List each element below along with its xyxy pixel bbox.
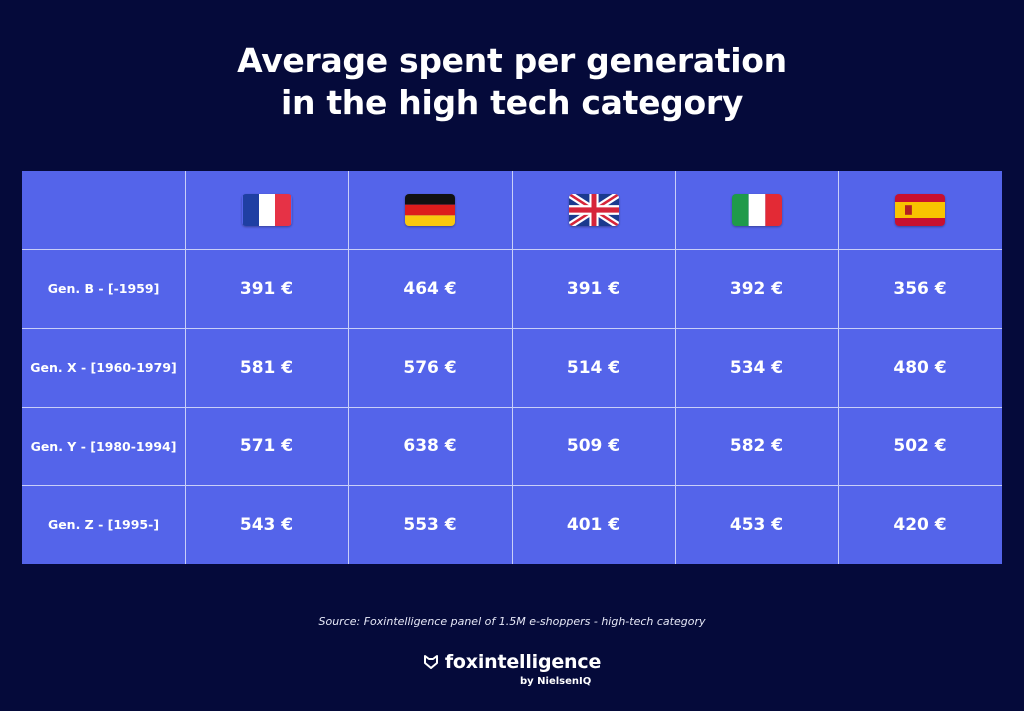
column-header-italy <box>675 171 838 249</box>
table-row-divider <box>22 249 1002 250</box>
value-gen-y-france: 571 € <box>239 436 294 456</box>
title-line-2: in the high tech category <box>280 83 744 122</box>
table-column-divider <box>838 171 839 564</box>
spending-table: Gen. B - [-1959] 391 € 464 € 391 € 392 €… <box>22 171 1002 564</box>
table-column-divider <box>348 171 349 564</box>
title-line-1: Average spent per generation <box>237 41 787 80</box>
page-title: Average spent per generation in the high… <box>0 40 1024 124</box>
value-gen-z-italy: 453 € <box>729 514 784 535</box>
column-header-spain <box>838 171 1002 249</box>
value-gen-b-spain: 356 € <box>893 278 947 299</box>
source-note: Source: Foxintelligence panel of 1.5M e-… <box>318 615 706 628</box>
value-gen-x-germany: 576 € <box>403 357 457 378</box>
column-header-germany <box>348 171 512 249</box>
germany-flag-icon <box>405 194 455 226</box>
row-label-gen-z: Gen. Z - [1995-] <box>47 517 160 532</box>
column-header-france <box>185 171 348 249</box>
value-gen-z-france: 543 € <box>239 514 294 535</box>
brand-name: foxintelligence <box>444 651 602 673</box>
brand-subtitle: by NielsenIQ <box>520 676 592 687</box>
value-gen-b-germany: 464 € <box>403 278 457 299</box>
row-label-gen-y: Gen. Y - [1980-1994] <box>30 438 177 454</box>
value-gen-z-germany: 553 € <box>403 514 457 535</box>
table-row-divider <box>22 485 1002 486</box>
row-label-gen-x: Gen. X - [1960-1979] <box>30 360 177 375</box>
value-gen-b-italy: 392 € <box>729 278 784 299</box>
italy-flag-icon <box>731 194 782 226</box>
value-gen-y-uk: 509 € <box>566 436 621 456</box>
table-row-divider <box>22 407 1002 408</box>
fox-logo-icon <box>423 655 438 669</box>
table-column-divider <box>185 171 186 564</box>
table-row-divider <box>22 328 1002 329</box>
value-gen-x-uk: 514 € <box>566 357 621 378</box>
value-gen-b-france: 391 € <box>239 278 294 299</box>
value-gen-x-spain: 480 € <box>893 357 947 378</box>
value-gen-b-uk: 391 € <box>566 278 621 299</box>
column-header-uk <box>512 171 675 249</box>
value-gen-z-uk: 401 € <box>566 514 621 535</box>
value-gen-z-spain: 420 € <box>893 514 947 535</box>
value-gen-y-italy: 582 € <box>729 436 784 456</box>
value-gen-y-spain: 502 € <box>893 436 947 456</box>
france-flag-icon <box>242 194 292 226</box>
table-column-divider <box>675 171 676 564</box>
value-gen-y-germany: 638 € <box>403 436 457 456</box>
uk-flag-icon <box>568 194 619 226</box>
row-label-gen-b: Gen. B - [-1959] <box>47 281 160 296</box>
value-gen-x-italy: 534 € <box>729 357 784 378</box>
value-gen-x-france: 581 € <box>239 357 294 378</box>
table-column-divider <box>512 171 513 564</box>
spain-flag-icon <box>895 194 945 226</box>
brand-logo: foxintelligence <box>0 651 1024 673</box>
